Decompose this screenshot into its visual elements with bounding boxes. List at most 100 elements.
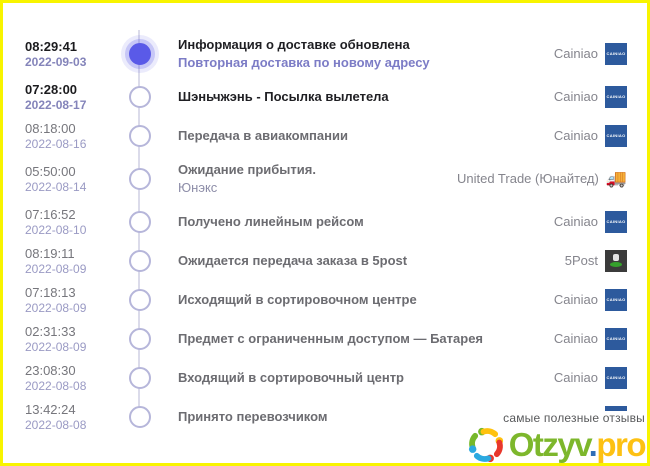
cainiao-logo-icon: CAINIAO xyxy=(605,42,627,65)
carrier-cell: Cainiao CAINIAO xyxy=(553,210,647,233)
timeline-node-cell xyxy=(115,249,165,272)
timeline-node-cell xyxy=(115,405,165,428)
event-title: Ожидается передача заказа в 5post xyxy=(178,252,408,268)
timeline-node xyxy=(129,210,151,233)
otzyv-logo-icon xyxy=(468,427,503,463)
event-time: 08:29:41 xyxy=(25,38,78,54)
event-time: 13:42:24 xyxy=(25,401,76,417)
carrier-name: United Trade (Юнайтед) xyxy=(456,171,599,186)
event-text-block: Входящий в сортировочный центр xyxy=(165,370,554,386)
event-time-block: 07:16:52 2022-08-10 xyxy=(3,207,115,237)
event-time-block: 13:42:24 2022-08-08 xyxy=(3,402,115,432)
timeline-event-row: 07:28:00 2022-08-17 Шэньчжэнь - Посылка … xyxy=(3,77,647,116)
otzyv-watermark: самые полезные отзывы xyxy=(405,411,647,463)
cainiao-logo-icon: CAINIAO xyxy=(605,210,627,233)
event-text-block: Шэньчжэнь - Посылка вылетела xyxy=(165,89,554,105)
event-subtitle: Повторная доставка по новому адресу xyxy=(178,54,430,70)
timeline-event-row: 07:18:13 2022-08-09 Исходящий в сортиров… xyxy=(3,280,647,319)
carrier-cell: Cainiao CAINIAO xyxy=(553,327,647,350)
event-subtitle: Юнэкс xyxy=(178,179,218,195)
carrier-name: Cainiao xyxy=(553,370,598,385)
event-time: 02:31:33 xyxy=(25,323,76,339)
brand-dot: . xyxy=(588,426,598,463)
watermark-brand-text: Otzyv.pro xyxy=(508,426,647,463)
event-title: Исходящий в сортировочном центре xyxy=(178,291,417,307)
event-time-block: 07:28:00 2022-08-17 xyxy=(3,82,115,112)
event-text-block: Предмет с ограниченным доступом — Батаре… xyxy=(165,331,554,347)
event-time: 07:16:52 xyxy=(25,206,76,222)
event-time-block: 05:50:00 2022-08-14 xyxy=(3,164,115,194)
watermark-brand-row: Otzyv.pro xyxy=(465,425,647,463)
carrier-cell: Cainiao CAINIAO xyxy=(553,124,647,147)
watermark-tagline: самые полезные отзывы xyxy=(503,411,645,425)
event-title: Предмет с ограниченным доступом — Батаре… xyxy=(178,330,484,346)
timeline-node-cell xyxy=(115,42,165,65)
event-text-block: Ожидание прибытия. Юнэкс xyxy=(165,162,457,196)
carrier-name: Cainiao xyxy=(553,46,598,61)
event-date: 2022-08-14 xyxy=(25,179,87,194)
carrier-name: 5Post xyxy=(564,253,598,268)
carrier-cell: United Trade (Юнайтед) 🚚 xyxy=(457,168,647,190)
event-date: 2022-08-10 xyxy=(25,222,87,237)
carrier-cell: Cainiao CAINIAO xyxy=(553,42,647,65)
carrier-name: Cainiao xyxy=(553,214,598,229)
event-date: 2022-08-09 xyxy=(25,339,87,354)
event-text-block: Исходящий в сортировочном центре xyxy=(165,292,554,308)
event-time: 07:18:13 xyxy=(25,284,76,300)
carrier-cell: Cainiao CAINIAO xyxy=(553,85,647,108)
timeline-node xyxy=(129,366,151,389)
event-date: 2022-08-08 xyxy=(25,417,87,432)
timeline-node-cell xyxy=(115,124,165,147)
carrier-name: Cainiao xyxy=(553,128,598,143)
event-text-block: Принято перевозчиком xyxy=(165,409,554,425)
event-time-block: 08:18:00 2022-08-16 xyxy=(3,121,115,151)
timeline-node xyxy=(129,405,151,428)
event-text-block: Передача в авиакомпании xyxy=(165,128,554,144)
event-title: Принято перевозчиком xyxy=(178,408,328,424)
event-time: 05:50:00 xyxy=(25,163,76,179)
event-time-block: 02:31:33 2022-08-09 xyxy=(3,324,115,354)
event-time: 08:18:00 xyxy=(25,120,76,136)
event-time-block: 07:18:13 2022-08-09 xyxy=(3,285,115,315)
timeline-event-row: 02:31:33 2022-08-09 Предмет с ограниченн… xyxy=(3,319,647,358)
event-text-block: Получено линейным рейсом xyxy=(165,214,554,230)
event-time-block: 08:19:11 2022-08-09 xyxy=(3,246,115,276)
timeline-node xyxy=(129,288,151,311)
timeline-node xyxy=(129,124,151,147)
cainiao-logo-icon: CAINIAO xyxy=(605,366,627,389)
event-title: Шэньчжэнь - Посылка вылетела xyxy=(178,88,389,104)
carrier-cell: Cainiao CAINIAO xyxy=(554,288,647,311)
event-time: 08:19:11 xyxy=(25,245,75,261)
timeline-event-row: 08:18:00 2022-08-16 Передача в авиакомпа… xyxy=(3,116,647,155)
truck-icon: 🚚 xyxy=(605,168,627,188)
event-text-block: Ожидается передача заказа в 5post xyxy=(165,253,565,269)
timeline-node-cell xyxy=(115,210,165,233)
timeline-event-row: 05:50:00 2022-08-14 Ожидание прибытия. Ю… xyxy=(3,155,647,202)
event-date: 2022-08-17 xyxy=(25,97,87,112)
event-date: 2022-08-08 xyxy=(25,378,87,393)
timeline-rows: 08:29:41 2022-09-03 Информация о доставк… xyxy=(3,30,647,436)
cainiao-logo-icon: CAINIAO xyxy=(605,124,627,147)
event-date: 2022-08-09 xyxy=(25,300,87,315)
event-title: Информация о доставке обновлена xyxy=(178,36,410,52)
event-title: Ожидание прибытия. xyxy=(178,161,316,177)
event-time: 07:28:00 xyxy=(25,81,78,97)
event-time: 23:08:30 xyxy=(25,362,76,378)
carrier-cell: Cainiao CAINIAO xyxy=(553,366,647,389)
carrier-name: Cainiao xyxy=(553,331,598,346)
timeline-node xyxy=(129,327,151,350)
timeline-node-cell xyxy=(115,366,165,389)
carrier-name: Cainiao xyxy=(553,89,598,104)
cainiao-logo-icon: CAINIAO xyxy=(605,85,627,108)
carrier-cell: 5Post xyxy=(564,249,647,272)
brand-otzyv: Otzyv xyxy=(508,426,590,463)
timeline-node-cell xyxy=(115,85,165,108)
event-date: 2022-09-03 xyxy=(25,54,87,69)
5post-logo-icon xyxy=(605,249,627,272)
timeline-node xyxy=(129,42,151,65)
timeline-node-cell xyxy=(115,327,165,350)
timeline-node-cell xyxy=(115,288,165,311)
timeline-node xyxy=(129,85,151,108)
timeline-event-row: 23:08:30 2022-08-08 Входящий в сортирово… xyxy=(3,358,647,397)
